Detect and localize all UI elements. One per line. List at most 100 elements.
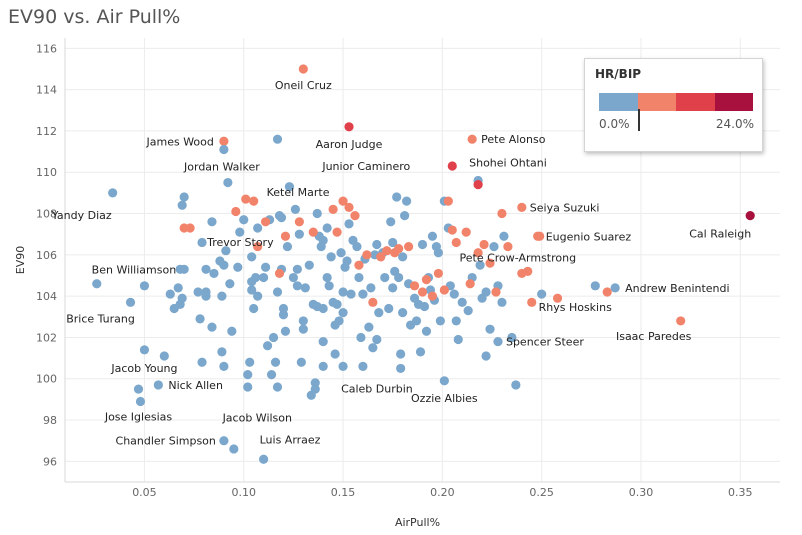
data-point: [463, 305, 473, 316]
data-point: [435, 316, 445, 326]
point-label: Yandy Diaz: [51, 209, 112, 222]
data-point: [268, 332, 279, 343]
data-point: [382, 246, 392, 256]
data-point: [481, 351, 491, 361]
data-point: [290, 204, 300, 215]
data-point: [411, 316, 422, 326]
data-point: [342, 256, 352, 266]
data-point: [165, 289, 175, 299]
y-tick-label: 96: [43, 455, 57, 468]
data-point: [249, 196, 259, 206]
point-label: Ketel Marte: [267, 186, 330, 199]
data-point: [453, 334, 463, 345]
data-point: [217, 291, 227, 301]
data-point: [280, 231, 291, 241]
data-point: [139, 281, 150, 291]
y-tick-label: 108: [36, 208, 57, 221]
data-point: [368, 297, 378, 307]
data-point: [552, 293, 563, 303]
point-label: Eugenio Suarez: [546, 230, 632, 243]
point-label: Rhys Hoskins: [539, 301, 612, 314]
data-point: [439, 285, 449, 295]
data-point: [133, 384, 144, 394]
data-point: [276, 213, 287, 223]
data-point: [433, 268, 443, 279]
point-label: Caleb Durbin: [341, 382, 413, 395]
data-point: [278, 303, 289, 314]
data-point: [338, 196, 348, 206]
point-label: Nick Allen: [168, 379, 223, 392]
point-label: Aaron Judge: [316, 138, 383, 151]
data-point: [396, 349, 406, 359]
data-point: [421, 275, 432, 285]
data-point: [352, 241, 362, 252]
data-point: [193, 287, 203, 297]
data-point: [421, 326, 432, 336]
data-point: [356, 332, 366, 343]
data-point: [517, 202, 527, 212]
data-point: [485, 258, 495, 268]
data-point: [610, 283, 620, 293]
data-point: [92, 279, 102, 289]
data-point: [221, 246, 231, 256]
data-point: [259, 272, 269, 283]
point-label: Trevor Story: [206, 236, 274, 249]
data-point: [259, 454, 269, 464]
data-point: [266, 370, 277, 380]
data-point: [231, 206, 241, 217]
data-point: [312, 208, 322, 219]
data-point: [245, 357, 255, 367]
data-point: [346, 289, 356, 299]
data-point: [417, 287, 428, 297]
data-point: [439, 376, 449, 386]
data-point: [217, 347, 227, 357]
point-label: James Wood: [146, 135, 214, 148]
data-point: [497, 208, 507, 219]
data-point: [354, 272, 364, 283]
data-point: [364, 322, 374, 332]
legend-swatch: [637, 93, 676, 111]
data-point: [511, 380, 521, 390]
data-point: [451, 237, 461, 248]
y-tick-label: 98: [43, 414, 57, 427]
y-tick-label: 102: [36, 331, 57, 344]
data-point: [433, 248, 443, 258]
data-point: [306, 390, 316, 400]
data-point: [449, 289, 459, 299]
data-point: [253, 223, 263, 233]
data-points: [92, 64, 755, 464]
data-point: [676, 316, 686, 326]
data-point: [207, 217, 217, 227]
data-point: [201, 264, 211, 274]
x-tick-label: 0.15: [331, 486, 356, 499]
x-axis-title: AirPull%: [395, 516, 440, 529]
data-point: [175, 264, 185, 274]
data-point: [402, 196, 412, 206]
data-point: [308, 227, 318, 237]
data-point: [384, 303, 394, 314]
legend-min-label: 0.0%: [599, 117, 630, 131]
data-point: [350, 211, 360, 221]
point-label: Brice Turang: [66, 312, 135, 325]
data-point: [274, 268, 285, 279]
data-point: [479, 239, 489, 250]
point-label: Shohei Ohtani: [469, 157, 547, 170]
data-point: [362, 250, 372, 260]
data-point: [451, 316, 461, 326]
y-axis-title: EV90: [14, 246, 27, 274]
data-point: [241, 194, 251, 204]
data-point: [392, 192, 402, 202]
y-tick-label: 106: [36, 249, 57, 262]
data-point: [398, 252, 408, 262]
point-label: Pete Crow-Armstrong: [460, 251, 577, 264]
data-point: [372, 334, 382, 345]
data-point: [447, 161, 457, 171]
data-point: [388, 237, 398, 248]
data-point: [260, 262, 271, 272]
data-point: [318, 235, 328, 245]
data-point: [427, 291, 438, 301]
legend-max-label: 24.0%: [715, 117, 754, 131]
data-point: [298, 316, 308, 326]
data-point: [233, 262, 243, 272]
